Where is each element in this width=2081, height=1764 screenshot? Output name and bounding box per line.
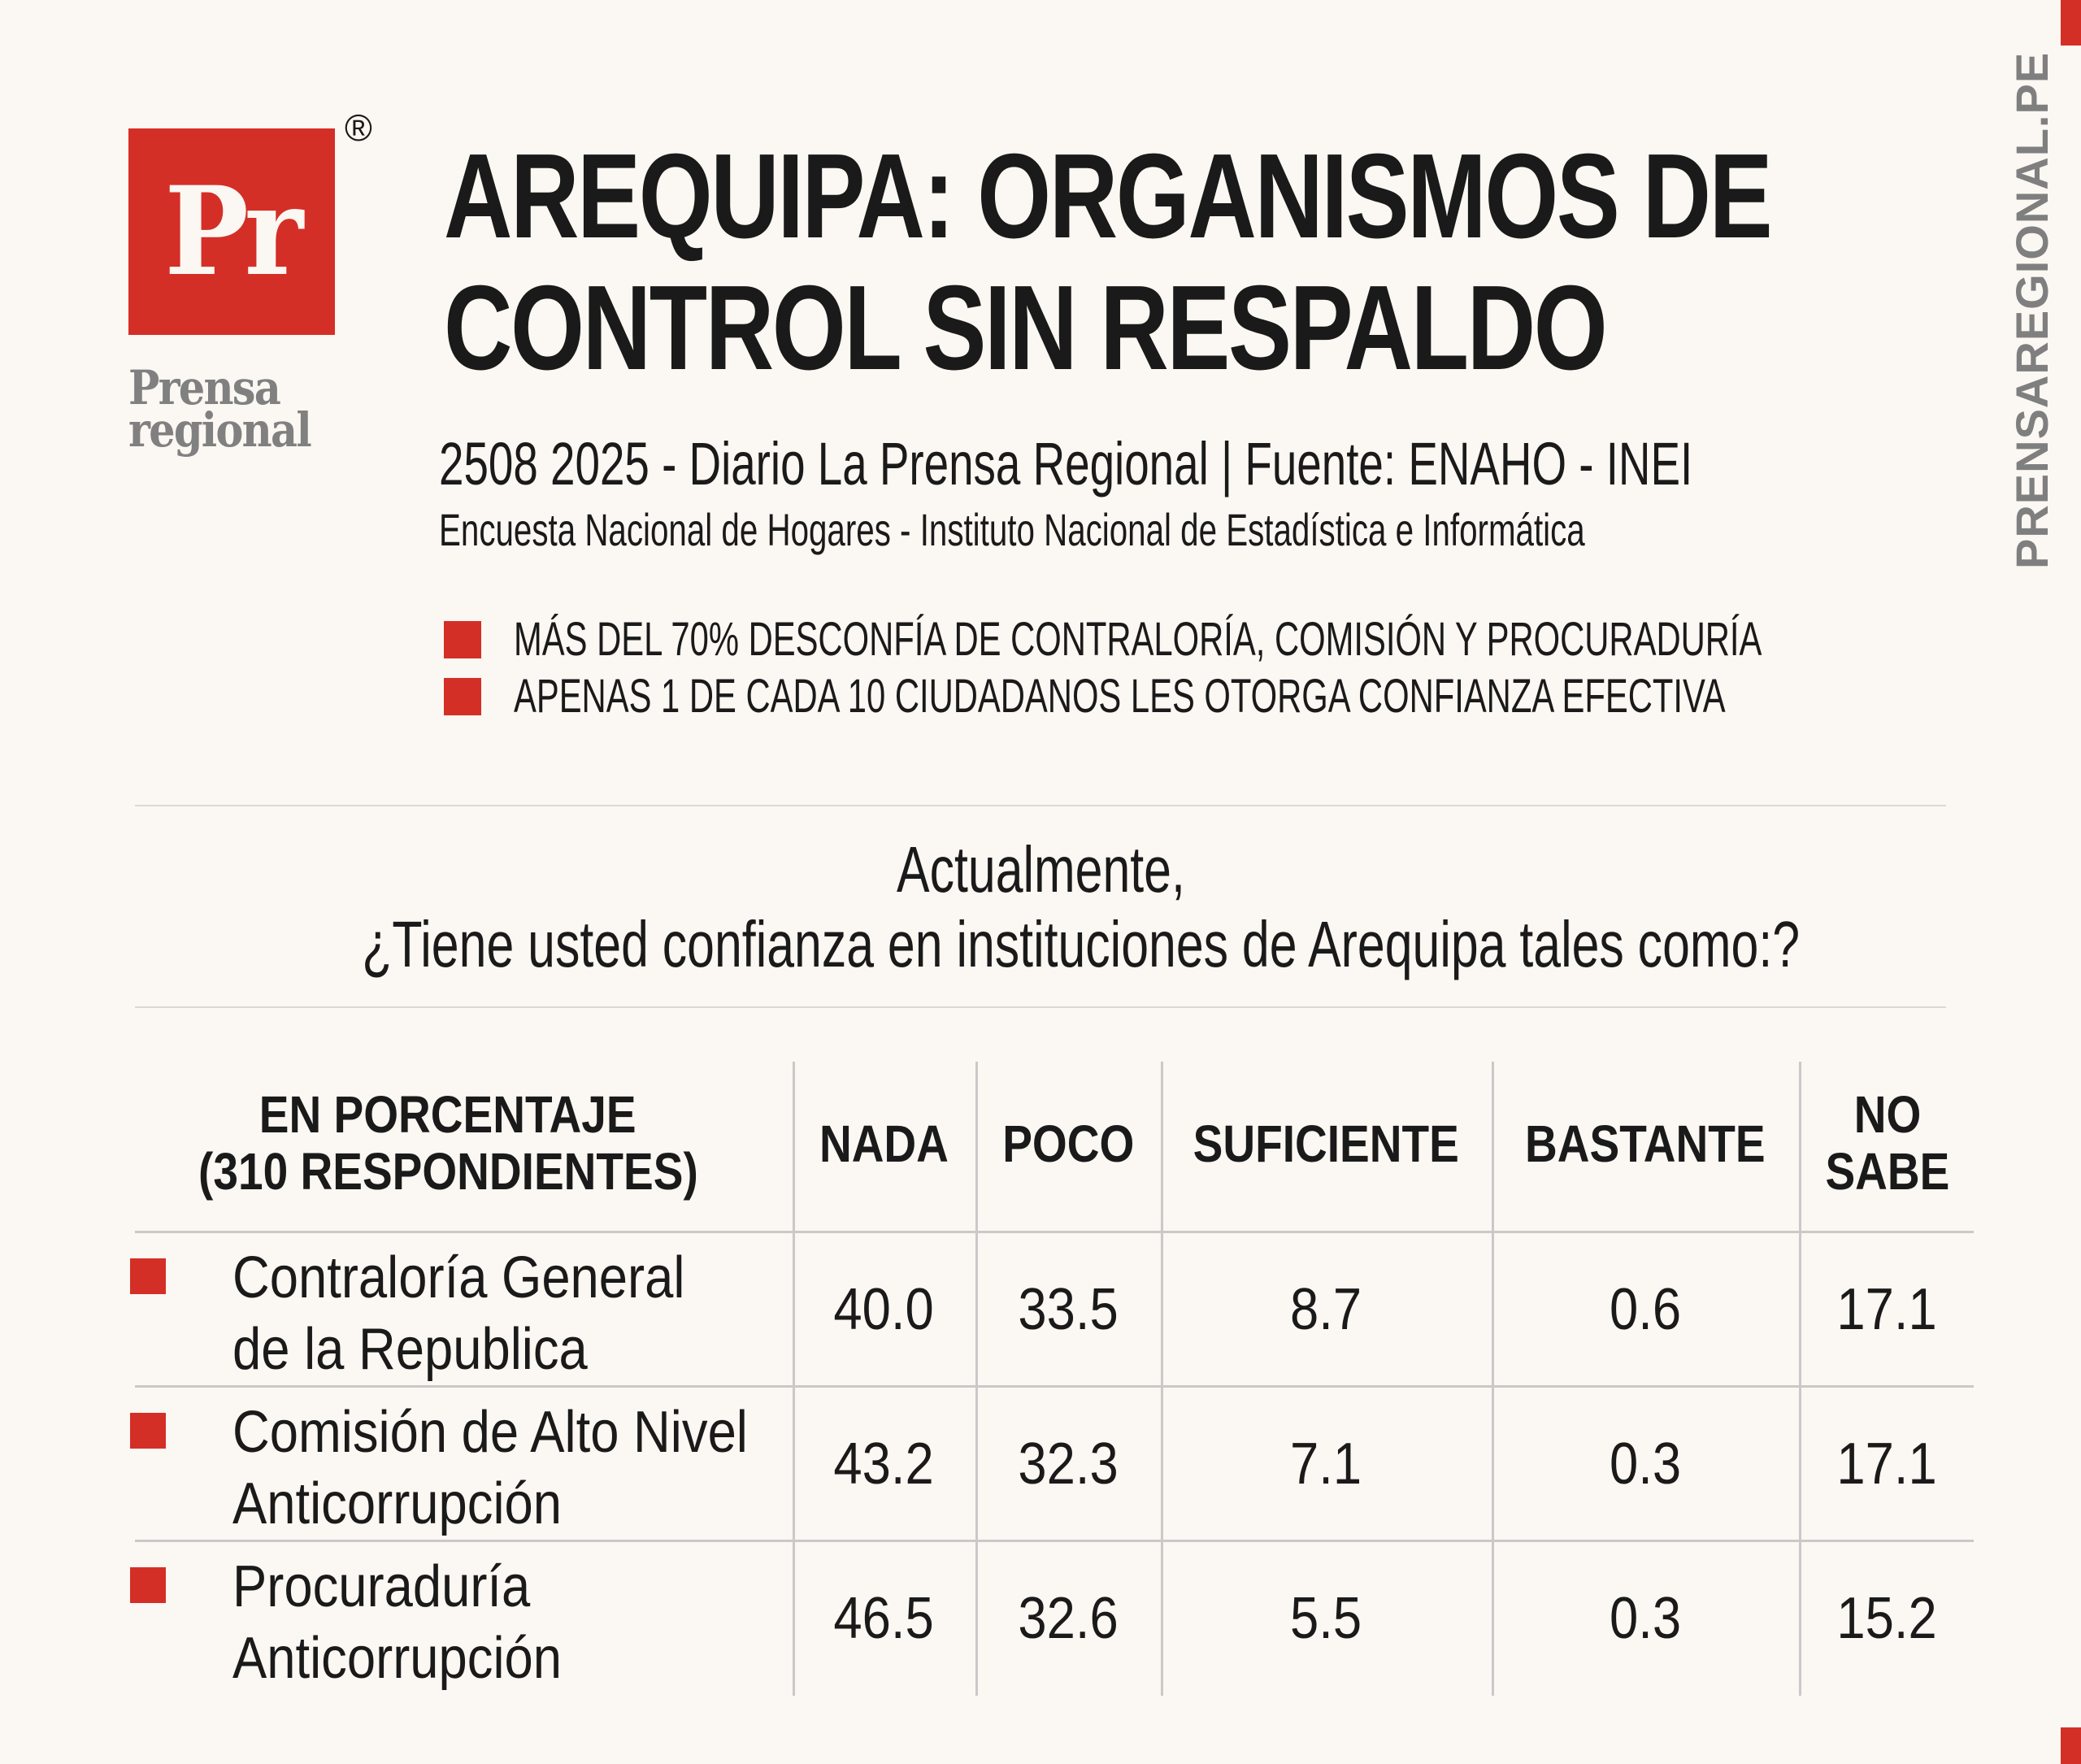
- column-header-text: POCO: [1001, 1114, 1135, 1173]
- cell-value-text: 8.7: [1290, 1277, 1362, 1342]
- table-cell-value: 17.1: [1799, 1280, 1975, 1339]
- row-label: Anticorrupción: [232, 1471, 563, 1536]
- cell-value-text: 33.5: [1018, 1277, 1119, 1342]
- row-label: Contraloría General: [232, 1245, 685, 1310]
- column-header-bastante: BASTANTE: [1492, 1114, 1799, 1173]
- table-cell-value: 0.3: [1492, 1589, 1799, 1648]
- logo-letters: Pr: [164, 160, 303, 303]
- table-cell-value: 0.3: [1492, 1435, 1799, 1493]
- cell-value-text: 15.2: [1836, 1586, 1938, 1651]
- highlight-2: APENAS 1 DE CADA 10 CIUDADANOS LES OTORG…: [514, 670, 1726, 723]
- cell-value-text: 0.6: [1609, 1277, 1682, 1342]
- side-accent-top: [2061, 0, 2081, 46]
- side-accent-bottom: [2061, 1727, 2081, 1764]
- table-cell-value: 46.5: [793, 1589, 975, 1648]
- brand-logo-mark: Pr: [128, 128, 335, 335]
- row-label: de la Republica: [232, 1317, 588, 1382]
- row-bullet: [130, 1567, 166, 1603]
- website-vertical: PRENSAREGIONAL.PE: [2006, 51, 2057, 569]
- headline-line-1: AREQUIPA: ORGANISMOS DE: [444, 129, 1773, 263]
- column-header-line: BASTANTE: [1492, 1114, 1799, 1173]
- divider-bottom: [135, 1006, 1946, 1008]
- headline-line-2: CONTROL SIN RESPALDO: [444, 261, 1608, 395]
- cell-value-text: 32.6: [1018, 1586, 1119, 1651]
- table-cell-value: 43.2: [793, 1435, 975, 1493]
- column-divider-4: [1492, 1062, 1494, 1696]
- date-source-line: 2508 2025 - Diario La Prensa Regional | …: [439, 430, 1693, 497]
- column-header-text: NO: [1853, 1085, 1921, 1144]
- row-bullet: [130, 1413, 166, 1449]
- cell-value-text: 0.3: [1609, 1586, 1682, 1651]
- row-label: Comisión de Alto Nivel: [232, 1400, 748, 1465]
- cell-value-text: 0.3: [1609, 1432, 1682, 1497]
- question-line-2: ¿Tiene usted confianza en instituciones …: [362, 908, 1801, 980]
- column-header-text: NADA: [819, 1114, 949, 1173]
- table-cell-value: 0.6: [1492, 1280, 1799, 1339]
- question-line-1: Actualmente,: [896, 833, 1185, 906]
- column-header-line: SUFICIENTE: [1161, 1114, 1492, 1173]
- row-divider-3: [135, 1540, 1974, 1542]
- highlight-1: MÁS DEL 70% DESCONFÍA DE CONTRALORÍA, CO…: [514, 613, 1762, 666]
- column-divider-5: [1799, 1062, 1801, 1696]
- column-header-text: BASTANTE: [1525, 1114, 1766, 1173]
- table-cell-value: 32.6: [975, 1589, 1161, 1648]
- source-detail: Encuesta Nacional de Hogares - Instituto…: [439, 504, 1585, 555]
- column-header-line: NO: [1799, 1085, 1975, 1144]
- table-cell-value: 40.0: [793, 1280, 975, 1339]
- table-cell-value: 5.5: [1161, 1589, 1492, 1648]
- cell-value-text: 43.2: [833, 1432, 935, 1497]
- cell-value-text: 40.0: [833, 1277, 935, 1342]
- column-divider-3: [1161, 1062, 1163, 1696]
- highlight-bullet-1: [444, 621, 481, 658]
- highlight-bullet-2: [444, 678, 481, 715]
- column-header-suficiente: SUFICIENTE: [1161, 1114, 1492, 1173]
- logo-word-prensa: Prensa: [128, 360, 281, 415]
- row-bullet: [130, 1258, 166, 1294]
- table-cell-value: 15.2: [1799, 1589, 1975, 1648]
- column-header-text: SUFICIENTE: [1193, 1114, 1460, 1173]
- table-cell-value: 32.3: [975, 1435, 1161, 1493]
- logo-word-regional: regional: [128, 402, 312, 458]
- cell-value-text: 32.3: [1018, 1432, 1119, 1497]
- column-header-line: POCO: [975, 1114, 1161, 1173]
- cell-value-text: 7.1: [1290, 1432, 1362, 1497]
- row-divider-1: [135, 1231, 1974, 1233]
- row-divider-2: [135, 1385, 1974, 1388]
- cell-value-text: 46.5: [833, 1586, 935, 1651]
- registered-mark: ®: [345, 106, 372, 149]
- column-divider-1: [793, 1062, 795, 1696]
- column-header-text: SABE: [1825, 1142, 1949, 1201]
- cell-value-text: 5.5: [1290, 1586, 1362, 1651]
- table-cell-value: 8.7: [1161, 1280, 1492, 1339]
- row-label: Anticorrupción: [232, 1626, 563, 1691]
- column-header-nada: NADA: [793, 1114, 975, 1173]
- column-divider-2: [975, 1062, 978, 1696]
- column-header-line: NADA: [793, 1114, 975, 1173]
- column-header-line: SABE: [1799, 1142, 1975, 1201]
- divider-top: [135, 805, 1946, 806]
- table-cell-value: 33.5: [975, 1280, 1161, 1339]
- row-header-label: EN PORCENTAJE (310 RESPONDIENTES): [198, 1085, 698, 1201]
- cell-value-text: 17.1: [1836, 1432, 1938, 1497]
- table-cell-value: 7.1: [1161, 1435, 1492, 1493]
- table-cell-value: 17.1: [1799, 1435, 1975, 1493]
- cell-value-text: 17.1: [1836, 1277, 1938, 1342]
- row-label: Procuraduría: [232, 1554, 531, 1619]
- column-header-no: NO SABE: [1799, 1086, 1975, 1201]
- column-header-poco: POCO: [975, 1114, 1161, 1173]
